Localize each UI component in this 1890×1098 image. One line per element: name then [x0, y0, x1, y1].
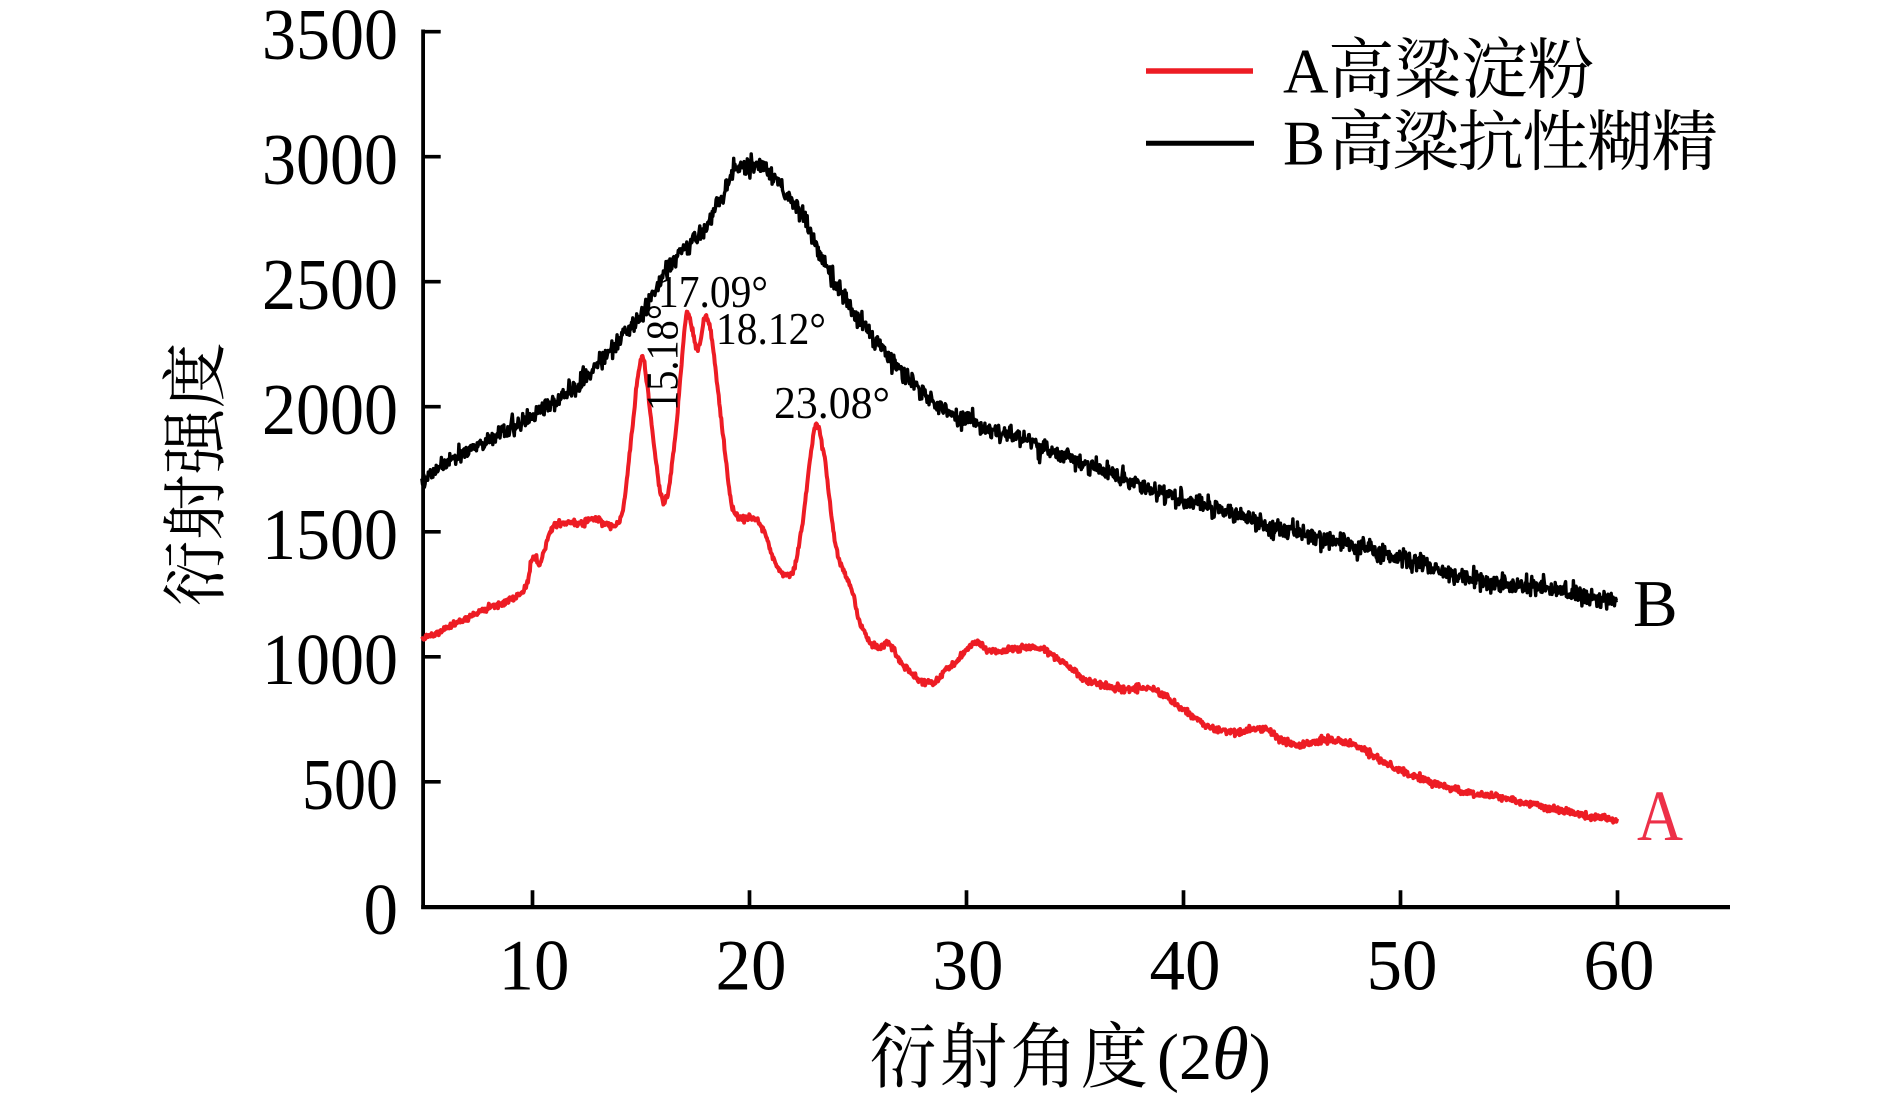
svg-text:40: 40: [1150, 926, 1221, 1006]
svg-text:50: 50: [1367, 926, 1438, 1006]
svg-text:10: 10: [499, 926, 570, 1006]
svg-text:17.09°: 17.09°: [658, 266, 768, 317]
svg-text:1500: 1500: [262, 494, 398, 575]
svg-text:B: B: [1283, 108, 1325, 178]
svg-text:(2θ): (2θ): [1157, 1013, 1271, 1096]
svg-text:60: 60: [1584, 926, 1655, 1006]
svg-text:2500: 2500: [262, 244, 398, 325]
svg-text:2000: 2000: [262, 369, 398, 450]
svg-text:23.08°: 23.08°: [774, 377, 890, 428]
svg-text:1000: 1000: [262, 619, 398, 700]
svg-text:20: 20: [716, 926, 787, 1006]
svg-text:B: B: [1633, 567, 1678, 641]
svg-text:A: A: [1283, 36, 1329, 106]
svg-text:500: 500: [302, 744, 398, 825]
svg-text:3000: 3000: [262, 119, 398, 200]
svg-text:30: 30: [933, 926, 1004, 1006]
svg-text:A: A: [1637, 776, 1683, 856]
svg-text:3500: 3500: [262, 0, 398, 75]
svg-text:0: 0: [364, 869, 399, 950]
svg-text:18.12°: 18.12°: [716, 303, 826, 354]
svg-text:15.18°: 15.18°: [637, 304, 688, 411]
